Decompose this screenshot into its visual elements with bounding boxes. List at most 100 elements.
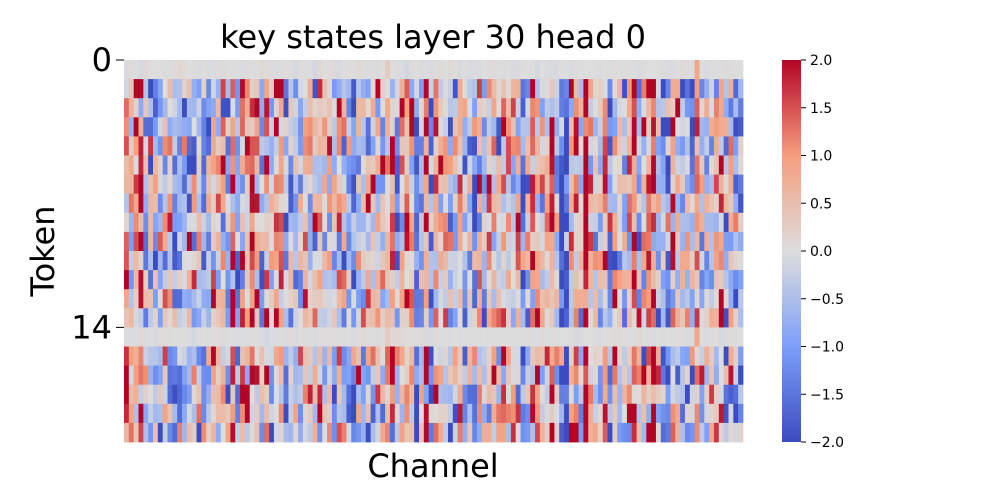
heatmap-cell: [506, 136, 512, 156]
heatmap-cell: [307, 422, 314, 443]
heatmap-cell: [148, 251, 154, 271]
heatmap-cell: [244, 79, 251, 99]
heatmap-cell: [182, 79, 188, 99]
heatmap-cell: [535, 231, 541, 252]
heatmap-cell: [636, 79, 642, 99]
heatmap-cell: [452, 231, 459, 252]
heatmap-cell: [293, 403, 299, 424]
heatmap-cell: [438, 60, 444, 80]
heatmap-cell: [317, 251, 323, 271]
heatmap-cell: [515, 289, 521, 309]
heatmap-cell: [428, 308, 434, 328]
heatmap-cell: [622, 422, 628, 443]
heatmap-cell: [573, 117, 579, 137]
heatmap-cell: [554, 212, 560, 233]
heatmap-cell: [684, 174, 691, 195]
heatmap-cell: [515, 79, 521, 99]
heatmap-cell: [418, 365, 425, 386]
heatmap-cell: [501, 136, 507, 156]
heatmap-cell: [220, 384, 226, 405]
heatmap-cell: [467, 117, 473, 137]
heatmap-cell: [380, 422, 386, 443]
heatmap-cell: [602, 117, 608, 137]
heatmap-cell: [307, 60, 314, 80]
heatmap-cell: [583, 251, 589, 271]
heatmap-cell: [220, 117, 226, 137]
heatmap-cell: [220, 308, 226, 328]
heatmap-cell: [302, 193, 309, 214]
heatmap-cell: [249, 422, 255, 443]
heatmap-cell: [370, 60, 376, 80]
heatmap-cell: [597, 231, 604, 252]
heatmap-cell: [472, 346, 478, 366]
heatmap-cell: [530, 98, 536, 118]
heatmap-cell: [670, 289, 676, 309]
heatmap-cell: [694, 403, 700, 424]
heatmap-cell: [124, 251, 130, 271]
heatmap-cell: [162, 117, 168, 137]
heatmap-cell: [457, 346, 463, 366]
colorbar-tick-label: 1.0: [810, 149, 832, 165]
heatmap-cell: [568, 60, 575, 80]
heatmap-cell: [646, 403, 652, 424]
heatmap-cell: [230, 60, 236, 80]
heatmap-cell: [133, 117, 139, 137]
heatmap-cell: [718, 384, 725, 405]
heatmap-cell: [568, 155, 575, 175]
heatmap-cell: [385, 327, 391, 347]
heatmap-cell: [564, 79, 570, 99]
heatmap-cell: [206, 308, 212, 328]
heatmap-cell: [293, 174, 299, 195]
heatmap-cell: [167, 212, 173, 233]
heatmap-cell: [356, 212, 362, 233]
heatmap-cell: [544, 155, 550, 175]
heatmap-cell: [457, 251, 463, 271]
heatmap-cell: [583, 117, 589, 137]
heatmap-cell: [655, 231, 662, 252]
heatmap-cell: [491, 384, 497, 405]
heatmap-cell: [312, 346, 318, 366]
heatmap-cell: [365, 384, 372, 405]
heatmap-cell: [568, 327, 575, 347]
heatmap-cell: [322, 384, 328, 405]
heatmap-cell: [399, 327, 405, 347]
heatmap-cell: [675, 117, 681, 137]
heatmap-cell: [535, 289, 541, 309]
heatmap-cell: [457, 60, 463, 80]
heatmap-cell: [486, 231, 492, 252]
heatmap-cell: [133, 384, 139, 405]
heatmap-cell: [738, 251, 744, 271]
heatmap-cell: [544, 346, 550, 366]
heatmap-cell: [636, 346, 642, 366]
heatmap-cell: [172, 174, 178, 195]
heatmap-cell: [283, 98, 289, 118]
heatmap-cell: [259, 174, 265, 195]
heatmap-cell: [327, 327, 333, 347]
heatmap-cell: [622, 251, 628, 271]
heatmap-cell: [622, 155, 628, 175]
heatmap-cell: [211, 98, 217, 118]
heatmap-cell: [235, 79, 241, 99]
heatmap-cell: [143, 365, 149, 386]
heatmap-cell: [593, 346, 599, 366]
heatmap-cell: [699, 117, 705, 137]
heatmap-cell: [646, 270, 652, 290]
heatmap-cell: [626, 193, 633, 214]
heatmap-cell: [288, 270, 294, 290]
heatmap-cell: [254, 212, 260, 233]
heatmap-cell: [728, 193, 734, 214]
heatmap-cell: [148, 174, 154, 195]
heatmap-cell: [573, 422, 579, 443]
heatmap-cell: [535, 212, 541, 233]
heatmap-cell: [723, 60, 729, 80]
heatmap-cell: [428, 270, 434, 290]
heatmap-cell: [240, 174, 246, 195]
heatmap-cell: [302, 117, 309, 137]
heatmap-cell: [525, 212, 531, 233]
heatmap-cell: [298, 136, 304, 156]
heatmap-cell: [273, 270, 280, 290]
heatmap-cell: [186, 365, 193, 386]
heatmap-cell: [665, 270, 671, 290]
heatmap-cell: [694, 212, 700, 233]
heatmap-cell: [360, 155, 367, 175]
